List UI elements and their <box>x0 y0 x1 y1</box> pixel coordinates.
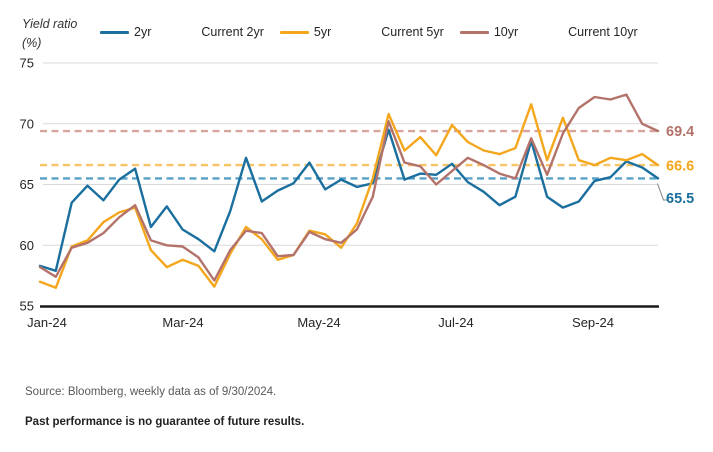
legend-item-current-2yr: Current 2yr <box>167 25 264 39</box>
disclaimer-note: Past performance is no guarantee of futu… <box>25 416 305 428</box>
y-tick-label-65: 65 <box>20 177 34 192</box>
y-axis-title-line2: (%) <box>22 36 42 51</box>
y-tick-label-60: 60 <box>20 238 34 253</box>
current-value-label-69-4: 69.4 <box>666 124 694 140</box>
x-tick-label-jul-24: Jul-24 <box>438 315 473 330</box>
x-tick-label-mar-24: Mar-24 <box>162 315 203 330</box>
solid-line-swatch-icon <box>100 30 129 34</box>
legend-item-current-10yr: Current 10yr <box>534 25 637 39</box>
legend-item-10yr: 10yr <box>459 25 519 39</box>
legend-item-2yr: 2yr <box>100 25 151 39</box>
y-tick-label-55: 55 <box>20 299 34 314</box>
current-value-label-65-5: 65.5 <box>666 191 694 207</box>
series-line-10yr <box>38 93 660 282</box>
legend-label: 5yr <box>313 25 332 39</box>
current-value-label-66-6: 66.6 <box>666 159 694 175</box>
chart-legend: 2yr Current 2yr 5yr Current 5yr 10yr Current … <box>100 25 638 39</box>
y-tick-label-70: 70 <box>20 116 34 131</box>
legend-label: 10yr <box>493 25 519 39</box>
leader-line-65-5 <box>657 183 667 201</box>
y-axis-title-line1: Yield ratio <box>22 17 78 31</box>
x-tick-label-jan-24: Jan-24 <box>27 315 67 330</box>
y-tick-label-75: 75 <box>20 56 34 71</box>
solid-line-swatch-icon <box>459 30 489 34</box>
x-tick-label-sep-24: Sep-24 <box>572 315 614 330</box>
source-note: Source: Bloomberg, weekly data as of 9/3… <box>25 386 277 398</box>
solid-line-swatch-icon <box>279 30 309 34</box>
legend-item-current-5yr: Current 5yr <box>347 25 444 39</box>
legend-item-5yr: 5yr <box>279 25 332 39</box>
y-axis-title: Yield ratio (%) <box>22 15 77 54</box>
legend-label: Current 10yr <box>568 25 638 39</box>
legend-label: Current 5yr <box>381 25 444 39</box>
series-line-2yr <box>38 128 660 272</box>
x-tick-label-may-24: May-24 <box>297 315 340 330</box>
legend-label: 2yr <box>134 25 152 39</box>
legend-label: Current 2yr <box>201 25 264 39</box>
